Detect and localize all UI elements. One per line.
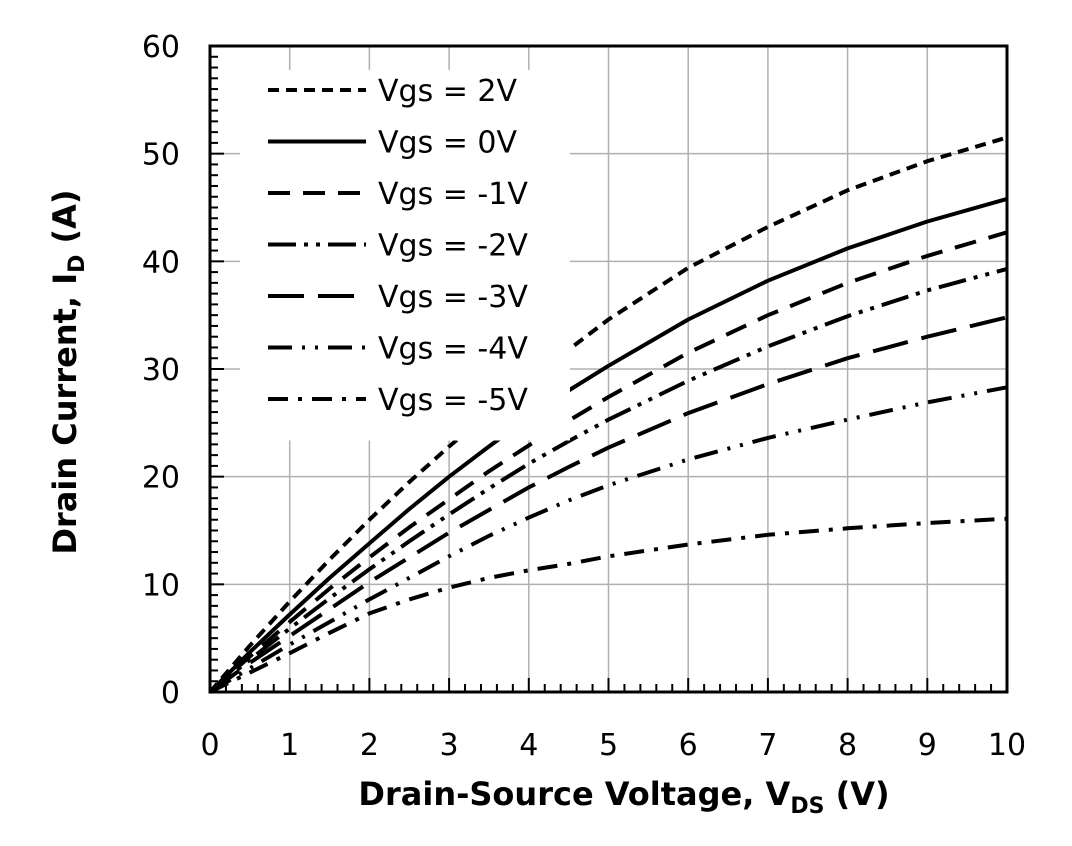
y-axis-title-unit: (A) [46, 189, 84, 254]
x-tick-label-2: 2 [360, 728, 379, 763]
x-tick-label-8: 8 [838, 728, 857, 763]
x-tick-label-3: 3 [440, 728, 459, 763]
legend-label-5: Vgs = -4V [378, 332, 528, 367]
legend-label-6: Vgs = -5V [378, 383, 528, 418]
y-tick-label-2: 20 [142, 461, 180, 496]
y-axis-title-subscript: D [65, 255, 90, 273]
x-tick-label-10: 10 [988, 728, 1026, 763]
x-tick-label-0: 0 [200, 728, 219, 763]
legend-background [240, 70, 570, 441]
x-tick-labels: 0 1 2 3 4 5 6 7 8 9 10 [200, 728, 1026, 763]
x-tick-label-7: 7 [758, 728, 777, 763]
y-tick-label-1: 10 [142, 568, 180, 603]
legend-label-3: Vgs = -2V [378, 229, 528, 264]
legend-label-1: Vgs = 0V [378, 126, 517, 161]
x-axis-title-unit: (V) [824, 775, 889, 813]
axes [208, 44, 1009, 694]
x-axis-title-subscript: DS [790, 794, 824, 819]
x-axis-title: Drain-Source Voltage, VDS (V) [358, 775, 889, 819]
y-tick-label-0: 0 [161, 676, 180, 711]
y-tick-label-4: 40 [142, 245, 180, 280]
series-line-2 [208, 230, 1008, 694]
series-line-6 [209, 516, 1008, 694]
y-tick-label-3: 30 [142, 353, 180, 388]
y-axis-title-main: Drain Current, I [46, 273, 84, 555]
x-axis-title-main: Drain-Source Voltage, V [358, 775, 790, 813]
y-tick-label-5: 50 [142, 138, 180, 173]
x-tick-label-5: 5 [599, 728, 618, 763]
x-tick-label-4: 4 [519, 728, 538, 763]
y-axis-title: Drain Current, ID (A) [46, 189, 90, 554]
legend-label-4: Vgs = -3V [378, 280, 528, 315]
y-tick-label-6: 60 [142, 30, 180, 65]
y-tick-labels: 0 10 20 30 40 50 60 [142, 30, 180, 711]
legend-label-2: Vgs = -1V [378, 177, 528, 212]
x-tick-label-6: 6 [679, 728, 698, 763]
legend-label-0: Vgs = 2V [378, 74, 517, 109]
x-tick-label-9: 9 [918, 728, 937, 763]
x-tick-label-1: 1 [280, 728, 299, 763]
legend: Vgs = 2V Vgs = 0V Vgs = -1V Vgs = -2V Vgs = … [268, 74, 528, 418]
series-line-3 [208, 266, 1008, 694]
series-line-4 [208, 315, 1008, 694]
